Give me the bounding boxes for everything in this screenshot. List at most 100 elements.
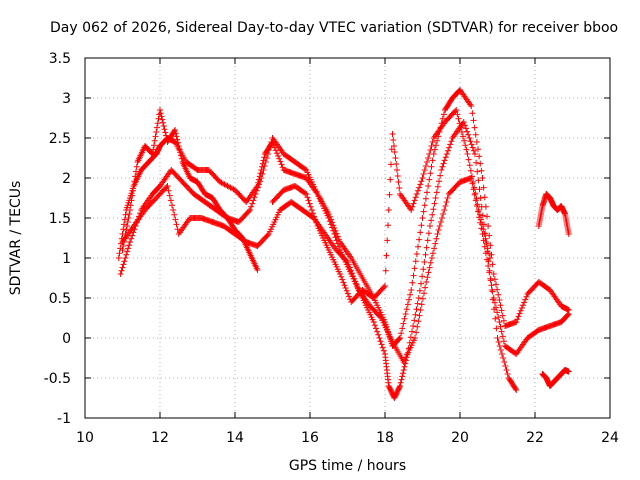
y-tick-label: 0.5: [49, 291, 71, 307]
data-point: [479, 212, 486, 219]
data-point: [426, 151, 433, 157]
data-series: [115, 87, 572, 401]
data-point: [373, 325, 379, 332]
data-point: [158, 113, 165, 120]
data-point: [520, 302, 526, 309]
data-point: [466, 135, 473, 141]
data-point: [379, 344, 386, 351]
data-point: [390, 137, 397, 143]
data-point: [452, 108, 459, 115]
data-point: [172, 127, 178, 133]
data-point: [497, 323, 504, 330]
data-point: [257, 178, 264, 185]
data-point: [388, 161, 394, 168]
data-point: [119, 264, 126, 271]
data-point: [164, 183, 171, 189]
data-point: [302, 166, 309, 173]
data-point: [489, 261, 496, 268]
data-point: [419, 215, 426, 221]
data-point: [131, 178, 138, 185]
data-point: [341, 282, 348, 289]
y-tick-label: 1.5: [49, 211, 71, 227]
data-point: [408, 207, 415, 213]
data-point: [475, 146, 481, 153]
data-point: [423, 279, 430, 285]
data-point: [427, 223, 433, 229]
data-point: [499, 333, 506, 340]
data-point: [265, 151, 271, 157]
data-point: [421, 290, 427, 297]
data-point: [383, 252, 390, 259]
data-point: [473, 159, 480, 166]
data-point: [148, 150, 155, 157]
data-point: [487, 255, 493, 261]
data-point: [154, 124, 160, 131]
data-point: [498, 307, 505, 314]
y-tick-label: 0: [62, 331, 71, 347]
data-point: [487, 242, 494, 249]
data-point: [377, 313, 384, 320]
data-point: [121, 239, 127, 245]
data-point: [380, 284, 387, 291]
data-point: [125, 215, 132, 221]
data-point: [424, 237, 431, 244]
data-point: [422, 284, 429, 291]
data-point: [122, 211, 129, 218]
data-point: [172, 216, 179, 223]
data-point: [443, 199, 450, 205]
data-point: [474, 201, 481, 208]
data-point: [122, 255, 129, 261]
y-tick-label: 2.5: [49, 131, 71, 147]
data-point: [493, 304, 499, 311]
data-point: [173, 133, 180, 140]
axis-tick-labels: 10 12 14 16 18 20 22 24 -1 -0.5 0 0.5 1 1.5 2 2.5 3 3.5: [44, 51, 619, 446]
data-point: [415, 318, 422, 325]
data-point: [163, 132, 169, 139]
data-point: [126, 242, 133, 249]
data-point: [463, 125, 469, 132]
data-point: [521, 299, 528, 306]
data-point: [434, 183, 441, 190]
data-point: [326, 218, 333, 225]
data-point: [421, 202, 428, 209]
data-point: [497, 347, 504, 353]
data-point: [418, 222, 425, 229]
data-point: [306, 200, 313, 207]
data-point: [522, 296, 529, 303]
data-point: [438, 167, 445, 173]
data-point: [178, 155, 185, 162]
data-point: [517, 307, 524, 314]
data-point: [166, 192, 173, 199]
data-point: [418, 178, 425, 185]
data-point: [409, 203, 416, 210]
data-point: [371, 322, 378, 329]
data-point: [412, 311, 419, 318]
data-point: [433, 235, 440, 242]
data-point: [386, 191, 393, 198]
data-point: [340, 279, 347, 286]
data-point: [410, 200, 417, 207]
data-point: [132, 173, 139, 180]
data-point: [117, 271, 124, 277]
data-point: [516, 310, 523, 317]
data-point: [445, 147, 451, 154]
data-point: [415, 243, 421, 250]
data-point: [410, 272, 417, 279]
data-point: [397, 379, 404, 386]
data-point: [492, 315, 499, 322]
data-point: [485, 223, 492, 229]
data-point: [351, 275, 358, 282]
data-point: [344, 290, 351, 297]
data-point: [421, 167, 428, 173]
data-point: [344, 259, 351, 265]
data-point: [333, 237, 340, 244]
data-point: [133, 163, 140, 170]
data-point: [160, 119, 166, 126]
data-point: [380, 347, 387, 354]
y-tick-label: -0.5: [44, 371, 71, 387]
data-point: [127, 239, 133, 245]
data-point: [429, 139, 436, 145]
data-point: [512, 385, 519, 392]
data-point: [478, 203, 485, 210]
data-point: [420, 208, 427, 215]
